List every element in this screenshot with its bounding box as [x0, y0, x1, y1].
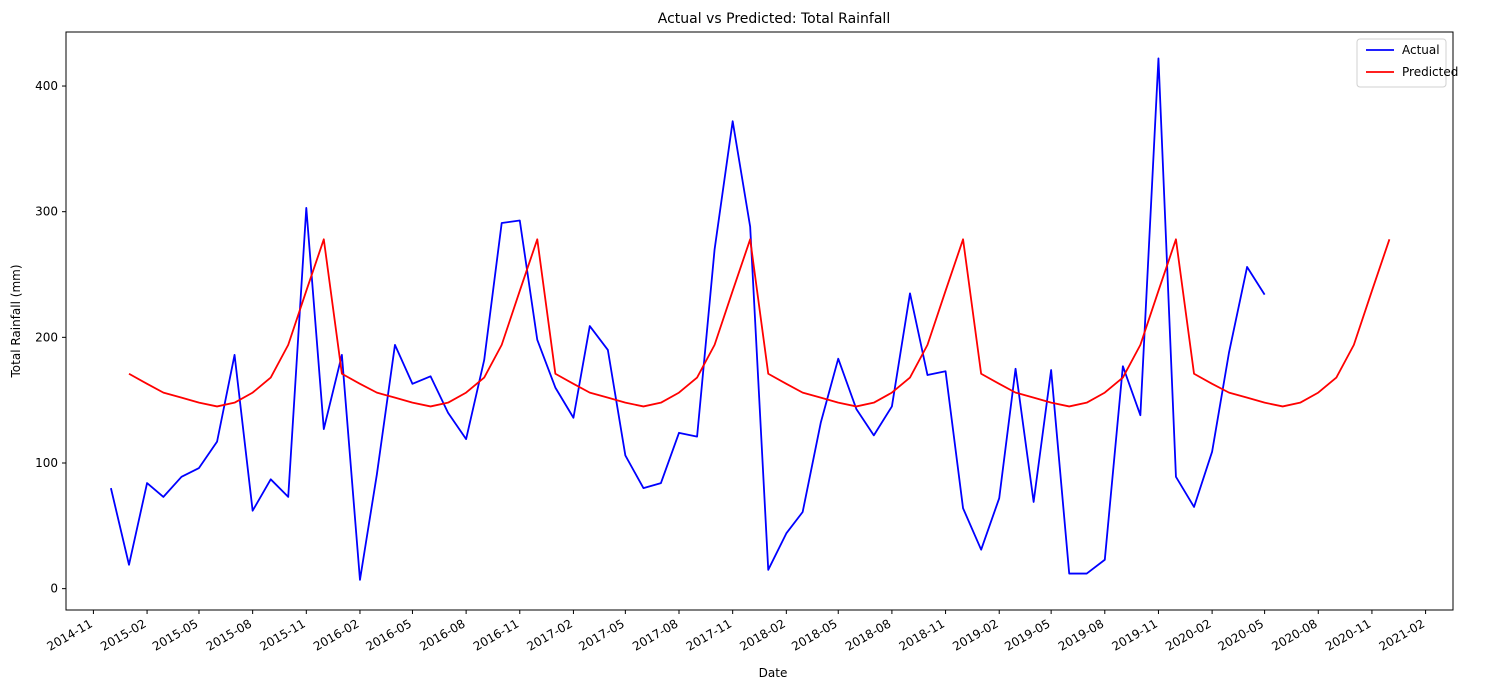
plot-frame — [65, 31, 1454, 611]
y-tick-label: 100 — [35, 456, 58, 470]
y-axis: 0 100 200 300 400 — [35, 79, 66, 596]
x-tick-label: 2020-08 — [1269, 616, 1319, 653]
x-tick-label: 2021-02 — [1377, 616, 1427, 653]
x-tick-label: 2014-11 — [44, 616, 94, 653]
legend-box — [1356, 38, 1447, 88]
x-tick-label: 2015-11 — [257, 616, 307, 653]
x-tick-label: 2017-02 — [525, 616, 575, 653]
x-tick-label: 2020-11 — [1323, 616, 1373, 653]
x-tick-label: 2016-11 — [471, 616, 521, 653]
x-tick-label: 2016-08 — [417, 616, 467, 653]
x-tick-label: 2018-05 — [789, 616, 839, 653]
series-layer — [110, 57, 1391, 581]
y-tick-label: 300 — [35, 205, 58, 219]
x-tick-label: 2020-02 — [1163, 616, 1213, 653]
x-tick-label: 2018-11 — [897, 616, 947, 653]
chart-title: Actual vs Predicted: Total Rainfall — [658, 11, 890, 27]
x-tick-label: 2018-08 — [843, 616, 893, 653]
x-tick-label: 2015-08 — [204, 616, 254, 653]
x-tick-label: 2016-02 — [311, 616, 361, 653]
series-line-predicted — [128, 238, 1391, 408]
x-tick-label: 2016-05 — [364, 616, 414, 653]
y-tick-label: 0 — [50, 582, 58, 596]
legend-label-predicted: Predicted — [1402, 65, 1458, 79]
x-tick-label: 2019-08 — [1056, 616, 1106, 653]
y-tick-label: 200 — [35, 330, 58, 344]
x-tick-label: 2019-02 — [950, 616, 1000, 653]
series-line-actual — [110, 57, 1266, 581]
x-tick-label: 2017-11 — [684, 616, 734, 653]
legend: Actual Predicted — [1356, 38, 1458, 88]
plot-area — [65, 31, 1454, 611]
y-axis-label: Total Rainfall (mm) — [9, 264, 23, 378]
x-tick-label: 2020-05 — [1216, 616, 1266, 653]
x-tick-label: 2017-08 — [630, 616, 680, 653]
x-axis-label: Date — [759, 666, 788, 680]
x-tick-label: 2017-05 — [576, 616, 626, 653]
x-tick-label: 2019-11 — [1110, 616, 1160, 653]
x-tick-label: 2018-02 — [737, 616, 787, 653]
x-tick-label: 2019-05 — [1002, 616, 1052, 653]
x-axis: 2014-11 2015-02 2015-05 2015-08 2015-11 2016-… — [44, 610, 1427, 654]
y-tick-label: 400 — [35, 79, 58, 93]
x-tick-label: 2015-02 — [98, 616, 148, 653]
x-tick-label: 2015-05 — [150, 616, 200, 653]
legend-label-actual: Actual — [1402, 43, 1440, 57]
